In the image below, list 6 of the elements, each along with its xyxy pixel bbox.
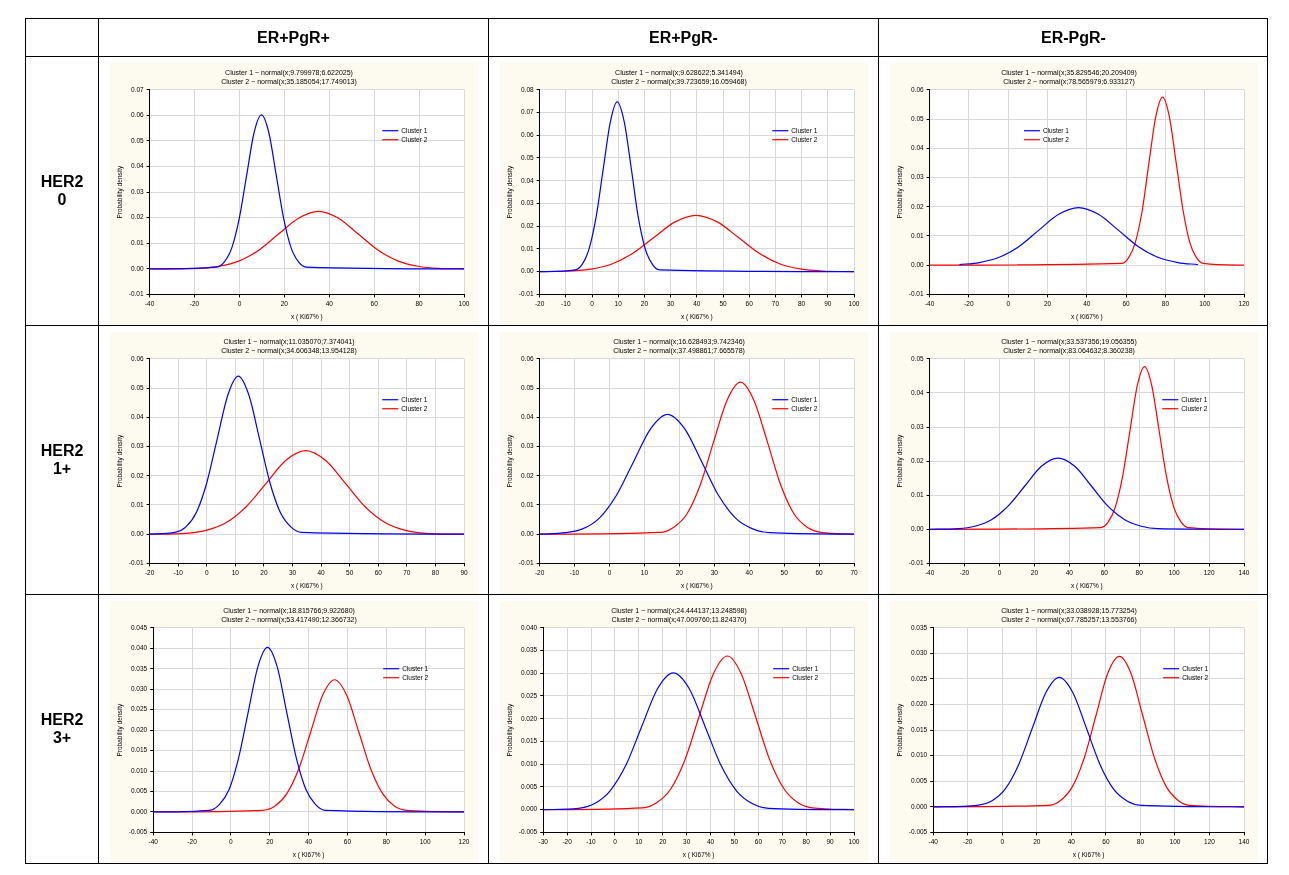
text: HER2 0 bbox=[25, 56, 98, 325]
text: HER2 1+ bbox=[25, 325, 98, 594]
text: ER+PgR- bbox=[488, 18, 878, 56]
text: ER+PgR+ bbox=[98, 18, 488, 56]
text: ER-PgR- bbox=[878, 18, 1268, 56]
text: HER2 3+ bbox=[25, 594, 98, 863]
